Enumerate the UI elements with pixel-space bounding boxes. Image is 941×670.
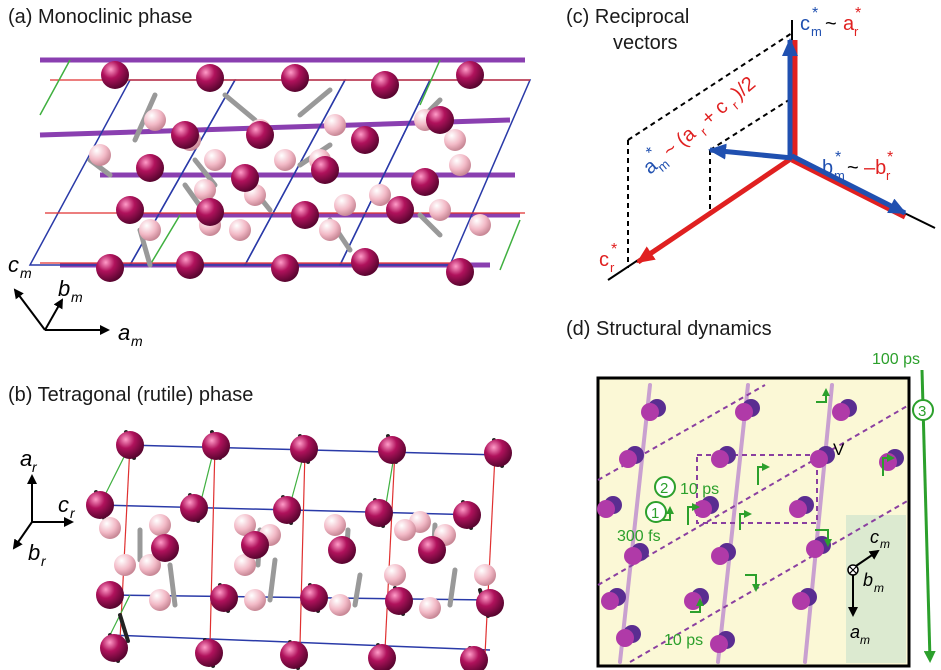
svg-text:m: m — [860, 633, 870, 647]
svg-text:r: r — [610, 260, 615, 275]
label-am-expression: ~ (a — [659, 122, 701, 162]
panel-a-axes: c m b m a m — [8, 252, 143, 349]
panel-d-displacement-arrows — [660, 388, 895, 613]
panel-a-structure — [28, 57, 532, 286]
axis-d-b-m: b — [863, 570, 873, 590]
step-3-marker — [912, 399, 934, 421]
svg-text:r: r — [854, 24, 859, 39]
svg-text:m: m — [131, 333, 143, 349]
panel-d-atoms — [597, 399, 904, 653]
svg-text:+ c: + c — [697, 96, 732, 130]
svg-text:~: ~ — [825, 13, 837, 35]
panel-d-axes: c m b m a m — [847, 527, 890, 647]
svg-text:m: m — [20, 265, 32, 281]
svg-text:*: * — [855, 5, 861, 22]
axis-b-r: b — [28, 540, 40, 565]
axis-d-c-m: c — [870, 527, 879, 547]
axis-b-m: b — [58, 276, 70, 301]
label-minus-br-star: –b — [864, 157, 886, 179]
svg-text:m: m — [71, 289, 83, 305]
panel-c-labels: c m * ~ a r * a m * ~ (a r + c r )/2 b m… — [599, 5, 893, 275]
svg-text:m: m — [880, 537, 890, 551]
axis-a-r: a — [20, 446, 32, 471]
svg-text:m: m — [811, 24, 822, 39]
svg-text:3: 3 — [918, 403, 926, 420]
svg-text:*: * — [887, 149, 893, 166]
panel-a-title: (a) Monoclinic phase — [8, 6, 193, 28]
panel-c-vectors — [607, 20, 936, 281]
label-300fs: 300 fs — [617, 528, 661, 545]
svg-text:r: r — [886, 168, 891, 183]
svg-text:~: ~ — [847, 157, 859, 179]
label-100ps: 100 ps — [872, 351, 920, 368]
svg-text:r: r — [32, 459, 38, 475]
panel-b-title: (b) Tetragonal (rutile) phase — [8, 384, 254, 406]
label-10ps-b: 10 ps — [664, 632, 703, 649]
panel-d-axes-box — [846, 515, 906, 663]
svg-text:*: * — [812, 5, 818, 22]
axis-c-m: c — [8, 252, 19, 277]
label-bm-star: b — [822, 157, 833, 179]
svg-text:m: m — [834, 168, 845, 183]
panel-c-title-line2: vectors — [613, 32, 678, 54]
step-2-marker — [654, 476, 676, 498]
label-cr-star: c — [599, 249, 609, 271]
panel-c-title: (c) Reciprocal — [566, 6, 690, 28]
axis-c-r: c — [58, 492, 69, 517]
panel-b-axes: a r c r b r — [12, 446, 76, 569]
panel-b-structure — [86, 430, 512, 670]
axis-d-a-m: a — [850, 622, 860, 642]
svg-text:2: 2 — [660, 480, 668, 497]
svg-text:r: r — [41, 553, 47, 569]
axis-a-m: a — [118, 320, 130, 345]
label-10ps-a: 10 ps — [680, 481, 719, 498]
svg-text:*: * — [611, 241, 617, 258]
svg-text:m: m — [874, 581, 884, 595]
label-v: V — [833, 440, 845, 459]
svg-text:1: 1 — [651, 505, 659, 522]
label-ar-star: a — [843, 13, 855, 35]
step-1-marker — [645, 501, 667, 523]
panel-d-diagram: 100 ps 3 2 10 ps 1 300 fs 10 ps V c m b … — [596, 351, 936, 668]
svg-text:r: r — [70, 505, 76, 521]
label-cm-star: c — [800, 13, 810, 35]
svg-text:*: * — [835, 149, 841, 166]
panel-d-title: (d) Structural dynamics — [566, 318, 772, 340]
